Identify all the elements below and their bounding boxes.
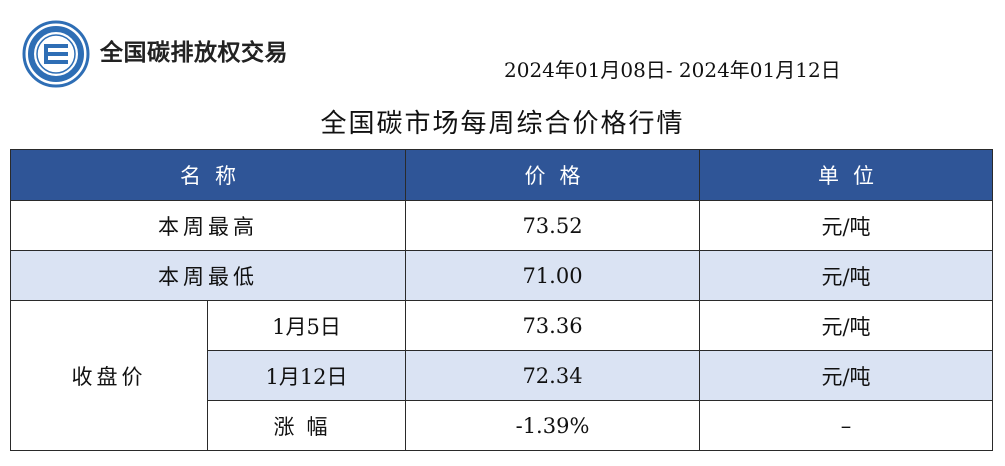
close-jan5-price: 73.36 <box>405 300 700 351</box>
header-name: 名称 <box>10 149 406 201</box>
price-table: 名称 价格 单位 本周最高 73.52 元/吨 本周最低 71.00 元/吨 收… <box>10 149 993 451</box>
close-jan12-unit: 元/吨 <box>699 350 993 401</box>
close-jan12-price: 72.34 <box>405 350 700 401</box>
table-row-close-jan12: 1月12日 72.34 元/吨 <box>11 350 993 401</box>
weekly-high-unit: 元/吨 <box>699 200 993 251</box>
table-header-row: 名称 价格 单位 <box>10 149 993 201</box>
weekly-low-price: 71.00 <box>405 250 700 301</box>
exchange-logo-icon <box>22 20 90 88</box>
table-row-weekly-low: 本周最低 71.00 元/吨 <box>10 250 993 301</box>
weekly-low-unit: 元/吨 <box>699 250 993 301</box>
table-row-weekly-high: 本周最高 73.52 元/吨 <box>10 200 993 251</box>
table-row-change: 涨幅 -1.39% – <box>11 400 993 451</box>
brand-name: 全国碳排放权交易 <box>100 40 288 66</box>
date-range: 2024年01月08日- 2024年01月12日 <box>504 58 841 82</box>
close-jan12-date: 1月12日 <box>207 350 406 401</box>
weekly-low-label: 本周最低 <box>10 250 406 301</box>
header-unit: 单位 <box>699 149 993 201</box>
table-row-close-jan5: 收盘价 1月5日 73.36 元/吨 <box>10 300 993 451</box>
change-label: 涨幅 <box>207 400 406 451</box>
close-jan5-date: 1月5日 <box>207 300 406 351</box>
weekly-high-price: 73.52 <box>405 200 700 251</box>
close-jan5-unit: 元/吨 <box>699 300 993 351</box>
change-price: -1.39% <box>405 400 700 451</box>
page-title: 全国碳市场每周综合价格行情 <box>320 109 685 139</box>
closing-price-label: 收盘价 <box>10 300 208 451</box>
header-price: 价格 <box>405 149 700 201</box>
change-unit: – <box>699 400 993 451</box>
weekly-high-label: 本周最高 <box>10 200 406 251</box>
